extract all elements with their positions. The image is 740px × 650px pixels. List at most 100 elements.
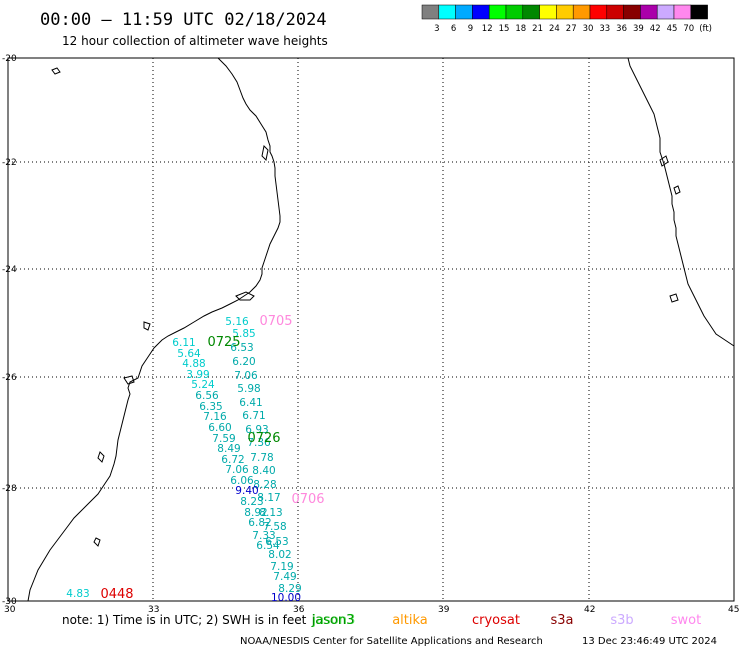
x-tick-label: 33 xyxy=(148,605,159,615)
legend-label: 30 xyxy=(583,24,594,34)
legend-swatch xyxy=(472,4,490,20)
swh-value-label: 7.06 xyxy=(234,370,258,382)
swh-value-label: 7.58 xyxy=(263,521,286,533)
y-tick-label: -20 xyxy=(2,54,17,64)
swh-value-label: 7.19 xyxy=(270,561,293,573)
legend-swatch xyxy=(438,4,456,20)
y-tick-label: -28 xyxy=(2,484,17,494)
swh-value-label: 7.36 xyxy=(247,437,271,449)
swh-value-label: 6.53 xyxy=(265,536,288,548)
pass-time-label: 0725 xyxy=(207,335,240,350)
swh-value-label: 7.59 xyxy=(212,433,235,445)
coastline-madagascar-detail xyxy=(659,155,681,303)
swh-value-label: 6.20 xyxy=(232,356,255,368)
x-tick-label: 30 xyxy=(4,605,16,615)
legend-swatch xyxy=(690,4,708,20)
swh-value-label: 6.41 xyxy=(239,397,262,409)
color-legend: 3 6 9 12 15 18 21 24 27 30 33 36 39 42 45 70 (ft) xyxy=(421,4,712,34)
swh-value-label: 8.13 xyxy=(259,507,282,519)
lat-lon-grid xyxy=(8,58,734,601)
y-tick-label: -22 xyxy=(2,158,17,168)
legend-label: (ft) xyxy=(699,24,712,34)
legend-swatch xyxy=(572,4,591,20)
legend-swatch xyxy=(673,4,692,20)
swh-labels: 5.165.85 6.11 6.53 5.64 6.20 4.883.99 7.06 5.24… xyxy=(66,316,301,604)
swh-value-label: 6.53 xyxy=(230,342,253,354)
y-axis-labels: -20 -22 -24 -26 -28 -30 xyxy=(2,54,17,607)
legend-label: 70 xyxy=(683,24,694,34)
swh-value-label: 6.35 xyxy=(199,401,222,413)
swh-value-label: 7.49 xyxy=(273,571,296,583)
satellite-name-s3a: s3a xyxy=(550,613,573,628)
pass-time-label: 0726 xyxy=(247,431,280,446)
legend-swatch xyxy=(455,4,473,20)
y-tick-label: -30 xyxy=(2,597,17,607)
swh-value-label: 6.93 xyxy=(245,424,268,436)
legend-label: 33 xyxy=(599,24,610,34)
pass-time-label: 0448 xyxy=(100,587,133,602)
coastline-mozambique xyxy=(27,57,281,602)
swh-value-label: 7.78 xyxy=(250,452,273,464)
swh-value-label: 8.29 xyxy=(278,583,301,595)
swh-value-label: 6.71 xyxy=(242,410,265,422)
legend-swatch xyxy=(488,4,507,20)
footer-note: note: 1) Time is in UTC; 2) SWH is in fe… xyxy=(62,613,307,627)
map-subtitle: 12 hour collection of altimeter wave hei… xyxy=(62,34,328,48)
legend-label: 27 xyxy=(566,24,577,34)
swh-value-label: 8.23 xyxy=(240,496,263,508)
swh-value-label: 8.40 xyxy=(252,465,275,477)
legend-swatch xyxy=(522,4,540,20)
swh-value-label: 6.60 xyxy=(208,422,231,434)
satellite-name-swot: swot xyxy=(671,613,701,628)
legend-label: 12 xyxy=(482,24,493,34)
swh-value-label: 7.16 xyxy=(203,411,227,423)
legend-swatch xyxy=(421,4,440,20)
legend-label: 36 xyxy=(616,24,627,34)
x-tick-label: 45 xyxy=(728,605,739,615)
legend-label: 15 xyxy=(499,24,510,34)
pass-time-label: 0706 xyxy=(291,492,324,507)
legend-swatch xyxy=(556,4,574,20)
swh-value-label: 8.49 xyxy=(217,443,240,455)
swh-value-label: 7.33 xyxy=(252,530,275,542)
coastline-madagascar xyxy=(627,57,735,347)
legend-label: 9 xyxy=(468,24,473,34)
swh-value-label: 6.54 xyxy=(256,540,280,552)
x-axis-labels: 30 33 36 39 42 45 xyxy=(4,605,739,615)
map-title: 00:00 – 11:59 UTC 02/18/2024 xyxy=(40,10,327,30)
x-tick-label: 39 xyxy=(438,605,450,615)
credit-text: NOAA/NESDIS Center for Satellite Applica… xyxy=(240,636,543,647)
swh-value-label: 4.88 xyxy=(182,358,205,370)
swh-value-label: 4.83 xyxy=(66,588,89,600)
legend-swatch xyxy=(539,4,557,20)
satellite-name-overlay: jason3 xyxy=(312,613,356,628)
x-tick-label: 36 xyxy=(293,605,305,615)
swh-value-label: 8.28 xyxy=(253,479,276,491)
swh-value-label: 6.72 xyxy=(221,454,244,466)
coastline-detail xyxy=(51,67,269,547)
swh-value-label: 5.16 xyxy=(225,316,249,328)
satellite-name-jason3: jason3 xyxy=(311,613,355,628)
satellite-name-s3b: s3b xyxy=(610,613,633,628)
legend-label: 18 xyxy=(515,24,526,34)
map-frame xyxy=(7,57,735,602)
legend-label: 45 xyxy=(667,24,678,34)
legend-swatch xyxy=(505,4,524,20)
swh-value-label: 3.99 xyxy=(186,369,209,381)
swh-value-label: 8.02 xyxy=(268,549,291,561)
swh-value-label: 5.64 xyxy=(177,348,201,360)
pass-time-labels: 0705 0725 0726 0706 0448 xyxy=(100,314,324,602)
legend-label: 24 xyxy=(549,24,560,34)
legend-swatch xyxy=(589,4,608,20)
legend-label: 39 xyxy=(633,24,644,34)
swh-value-label: 6.06 xyxy=(230,475,254,487)
legend-label: 6 xyxy=(451,24,456,34)
satellite-name-altika: altika xyxy=(392,613,428,628)
y-tick-label: -24 xyxy=(2,265,17,275)
swh-value-label: 5.85 xyxy=(232,328,255,340)
legend-swatch xyxy=(640,4,658,20)
x-tick-label: 42 xyxy=(584,605,595,615)
legend-label: 21 xyxy=(532,24,543,34)
